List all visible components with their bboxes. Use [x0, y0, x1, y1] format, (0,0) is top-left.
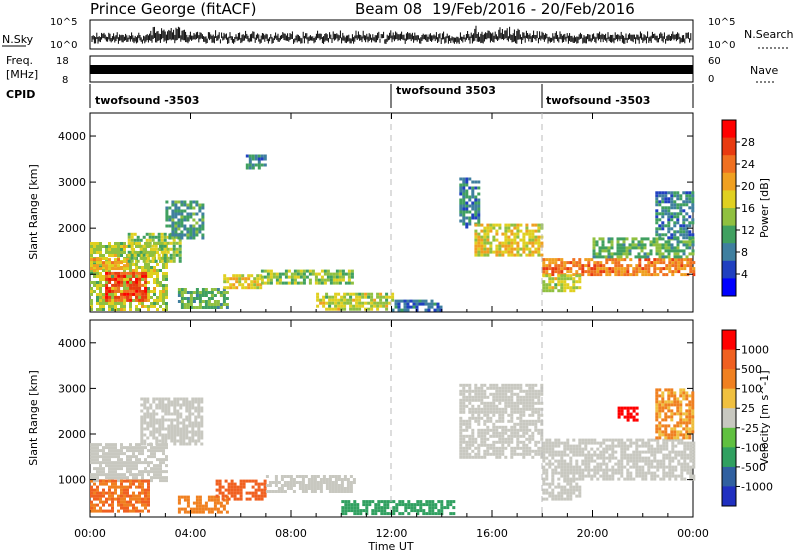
- data-region: [617, 406, 639, 422]
- y-tick-label: 3000: [58, 382, 86, 395]
- y-tick-label: 4000: [58, 130, 86, 143]
- nave-label: Nave: [750, 64, 778, 77]
- x-tick-label: 16:00: [476, 527, 508, 540]
- data-region: [177, 495, 229, 514]
- colorbar-tick-label: -100: [741, 441, 766, 454]
- cpid-segment-3: twofsound -3503: [546, 94, 650, 107]
- data-region: [542, 258, 696, 277]
- x-tick-label: 00:00: [74, 527, 106, 540]
- power-colorbar: 28 24 20 16 12 8 4 Power [dB]: [721, 119, 771, 297]
- y-tick-label: 2000: [58, 222, 86, 235]
- data-region: [90, 479, 150, 513]
- freq-tick-top: 18: [56, 56, 69, 67]
- colorbar-tick-label: 8: [741, 246, 748, 259]
- freq-label: Freq.: [6, 54, 33, 67]
- colorbar-tick-label: 4: [741, 268, 748, 281]
- freq-unit: [MHz]: [6, 68, 38, 81]
- cpid-segment-2: twofsound 3503: [396, 84, 496, 97]
- power-colorbar-label: Power [dB]: [758, 178, 771, 238]
- colorbar-tick-label: 24: [741, 158, 755, 171]
- beam-label: Beam 08: [355, 0, 422, 18]
- colorbar-tick-label: 28: [741, 136, 755, 149]
- data-region: [265, 475, 356, 493]
- colorbar-tick-label: 1000: [741, 344, 769, 357]
- data-region: [341, 500, 456, 516]
- cpid-label: CPID: [6, 88, 35, 101]
- power-ylabel: Slant Range [km]: [27, 164, 40, 260]
- colorbar-tick-label: 25: [741, 402, 755, 415]
- nsky-right-tick-bottom: 10^0: [708, 40, 735, 51]
- cpid-panel: CPID twofsound -3503 twofsound 3503 twof…: [6, 84, 694, 108]
- station-title: Prince George (fitACF): [90, 0, 256, 18]
- data-region: [459, 383, 544, 459]
- data-region: [105, 271, 148, 302]
- power-panel: 4000 3000 2000 1000 Slant Range [km]: [27, 112, 696, 313]
- data-region: [316, 292, 395, 311]
- y-tick-label: 3000: [58, 176, 86, 189]
- nsky-label: N.Sky: [2, 33, 34, 46]
- colorbar-tick-label: 20: [741, 180, 755, 193]
- power-yaxis: 4000 3000 2000 1000: [58, 130, 693, 281]
- cpid-segment-1: twofsound -3503: [95, 94, 199, 107]
- velocity-colorbar-label: Velocity [m s^-1]: [758, 370, 771, 465]
- freq-nave-band: [90, 65, 693, 74]
- data-region: [260, 269, 354, 285]
- data-region: [655, 191, 695, 240]
- y-tick-label: 4000: [58, 337, 86, 350]
- data-region: [592, 237, 695, 259]
- data-region: [90, 443, 168, 483]
- date-range: 19/Feb/2016 - 20/Feb/2016: [432, 0, 635, 18]
- colorbar-tick-label: 500: [741, 363, 762, 376]
- colorbar-tick-label: 100: [741, 383, 762, 396]
- freq-panel: Freq. [MHz] 18 8 60 0 Nave: [6, 54, 778, 86]
- data-region: [459, 177, 481, 229]
- data-region: [542, 274, 582, 293]
- velocity-ylabel: Slant Range [km]: [27, 370, 40, 466]
- colorbar-tick-label: 16: [741, 202, 755, 215]
- colorbar-tick-label: -25: [741, 422, 759, 435]
- power-heatmap: [90, 154, 696, 312]
- data-region: [542, 479, 582, 501]
- colorbar-tick-label: -1000: [741, 480, 773, 493]
- velocity-yaxis: 4000 3000 2000 1000: [58, 337, 693, 487]
- velocity-colorbar: 1000 500 100 25 -25 -100 -500 -1000 Velocity [m…: [721, 329, 773, 507]
- nave-tick-bottom: 0: [708, 74, 714, 85]
- y-tick-label: 1000: [58, 268, 86, 281]
- data-region: [474, 223, 544, 257]
- data-region: [165, 200, 205, 240]
- nsky-tick-bottom: 10^0: [50, 40, 77, 51]
- nsky-frame: [89, 19, 694, 50]
- x-tick-label: 00:00: [677, 527, 709, 540]
- colorbar-tick-label: 12: [741, 224, 755, 237]
- x-tick-label: 20:00: [577, 527, 609, 540]
- x-tick-label: 12:00: [376, 527, 408, 540]
- data-region: [391, 299, 443, 312]
- data-region: [215, 479, 267, 501]
- nsearch-label: N.Search: [744, 28, 794, 41]
- y-tick-label: 2000: [58, 428, 86, 441]
- time-xaxis: 00:00 04:00 08:00 12:00 16:00 20:00 00:00: [74, 113, 709, 540]
- data-region: [177, 288, 229, 309]
- data-region: [90, 258, 129, 271]
- data-region: [542, 438, 696, 481]
- data-region: [223, 274, 263, 290]
- nsky-tick-top: 10^5: [50, 17, 77, 28]
- nsky-right-tick-top: 10^5: [708, 17, 735, 28]
- y-tick-label: 1000: [58, 474, 86, 487]
- xaxis-label: Time UT: [367, 540, 413, 553]
- x-tick-label: 04:00: [175, 527, 207, 540]
- velocity-heatmap: [90, 383, 696, 516]
- nave-tick-top: 60: [708, 56, 721, 67]
- data-region: [655, 388, 695, 440]
- x-tick-label: 08:00: [275, 527, 307, 540]
- nsky-trace: [91, 25, 692, 44]
- freq-tick-bottom: 8: [62, 75, 68, 86]
- data-region: [245, 154, 267, 170]
- data-region: [140, 397, 204, 446]
- nsky-panel: N.Sky 10^5 10^0 10^5 10^0 N.Search: [2, 17, 794, 51]
- colorbar-tick-label: -500: [741, 461, 766, 474]
